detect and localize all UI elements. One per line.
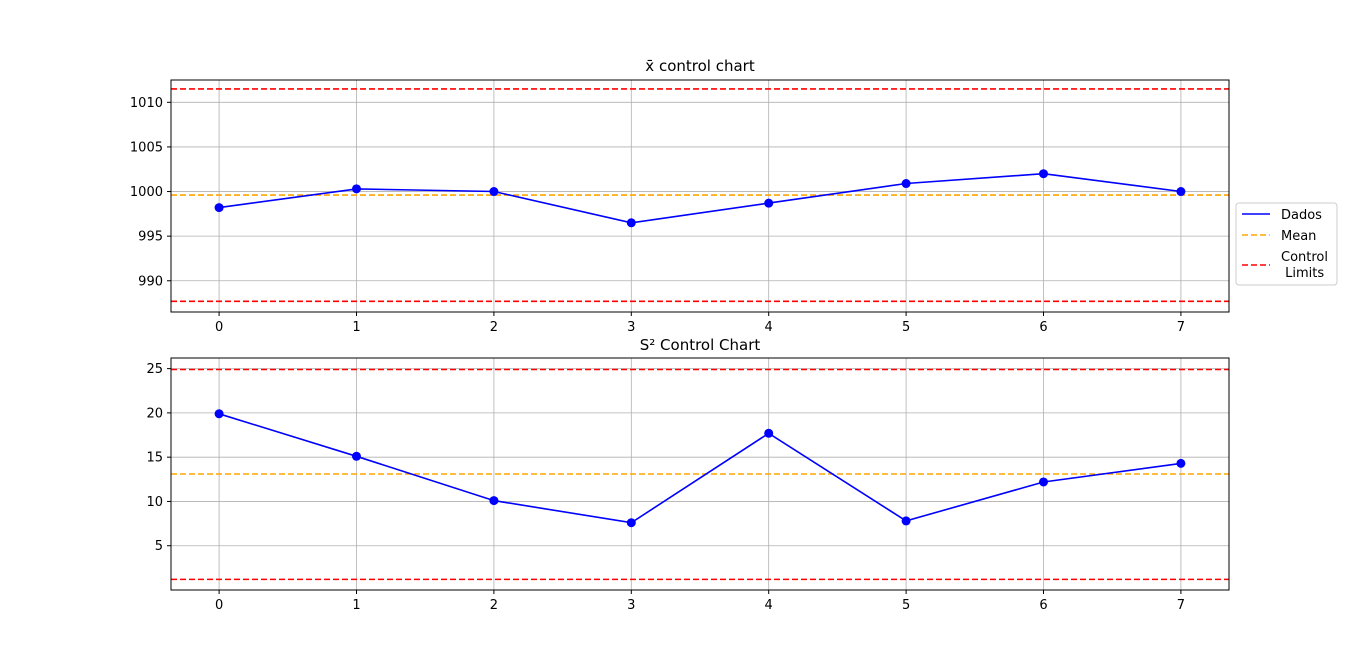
s2-y-tick-label: 20 [146, 406, 163, 421]
xbar-series-line [218, 172, 1182, 224]
xbar-data-point [764, 198, 774, 208]
xbar-x-tick-label: 5 [902, 320, 910, 335]
xbar-axes-frame [170, 79, 1230, 313]
xbar-data-point [1176, 187, 1186, 197]
xbar-x-tick-label: 3 [627, 320, 635, 335]
legend-label-control-limits-line1: Control [1281, 250, 1328, 265]
xbar-x-tick-label: 7 [1177, 320, 1185, 335]
xbar-y-tick-label: 1005 [130, 140, 163, 155]
s2-series-line [218, 413, 1182, 524]
xbar-data-point [351, 184, 361, 194]
xbar-chart-title: x̄ control chart [645, 57, 755, 75]
s2-x-tick-label: 0 [215, 598, 223, 613]
legend-label-dados: Dados [1281, 208, 1322, 223]
s2-y-tick-label: 25 [146, 362, 163, 377]
xbar-y-tick-label: 995 [138, 230, 163, 245]
s2-x-tick-label: 7 [1177, 598, 1185, 613]
s2-data-point [1039, 477, 1049, 487]
xbar-data-point [214, 203, 224, 213]
s2-data-point [764, 428, 774, 438]
xbar-data-point [1039, 169, 1049, 179]
s2-x-tick-label: 4 [765, 598, 773, 613]
s2-x-tick-label: 2 [490, 598, 498, 613]
s2-x-tick-label: 6 [1039, 598, 1047, 613]
xbar-data-point [901, 179, 911, 189]
s2-control-chart: S² Control Chart 0 1 2 3 4 5 6 7 5 10 15 20 25 [146, 336, 1230, 613]
s2-y-tick-label: 5 [155, 539, 163, 554]
xbar-y-tick-label: 1010 [130, 96, 163, 111]
s2-y-tick-label: 15 [146, 451, 163, 466]
xbar-x-tick-label: 4 [765, 320, 773, 335]
xbar-x-tick-label: 6 [1039, 320, 1047, 335]
xbar-data-point [489, 187, 499, 197]
s2-data-point [489, 496, 499, 506]
s2-x-tick-label: 5 [902, 598, 910, 613]
s2-chart-title: S² Control Chart [640, 336, 761, 354]
xbar-y-tick-label: 1000 [130, 185, 163, 200]
legend-label-control-limits-line2: Limits [1281, 266, 1324, 281]
s2-x-tick-label: 3 [627, 598, 635, 613]
s2-data-point [626, 518, 636, 528]
s2-data-point [214, 409, 224, 419]
xbar-control-chart: x̄ control chart 0 1 2 3 4 5 6 7 990 995 1000 1005 1… [130, 57, 1230, 335]
s2-data-point [901, 516, 911, 526]
s2-x-tick-label: 1 [352, 598, 360, 613]
legend-label-mean: Mean [1281, 229, 1316, 244]
xbar-x-tick-label: 0 [215, 320, 223, 335]
xbar-y-tick-label: 990 [138, 274, 163, 289]
legend: Dados Mean Control Limits [1235, 202, 1338, 286]
xbar-x-tick-label: 1 [352, 320, 360, 335]
xbar-x-tick-label: 2 [490, 320, 498, 335]
s2-axes-frame [170, 357, 1230, 591]
xbar-data-point [626, 218, 636, 228]
s2-data-point [1176, 458, 1186, 468]
s2-y-tick-label: 10 [146, 495, 163, 510]
s2-data-point [351, 451, 361, 461]
